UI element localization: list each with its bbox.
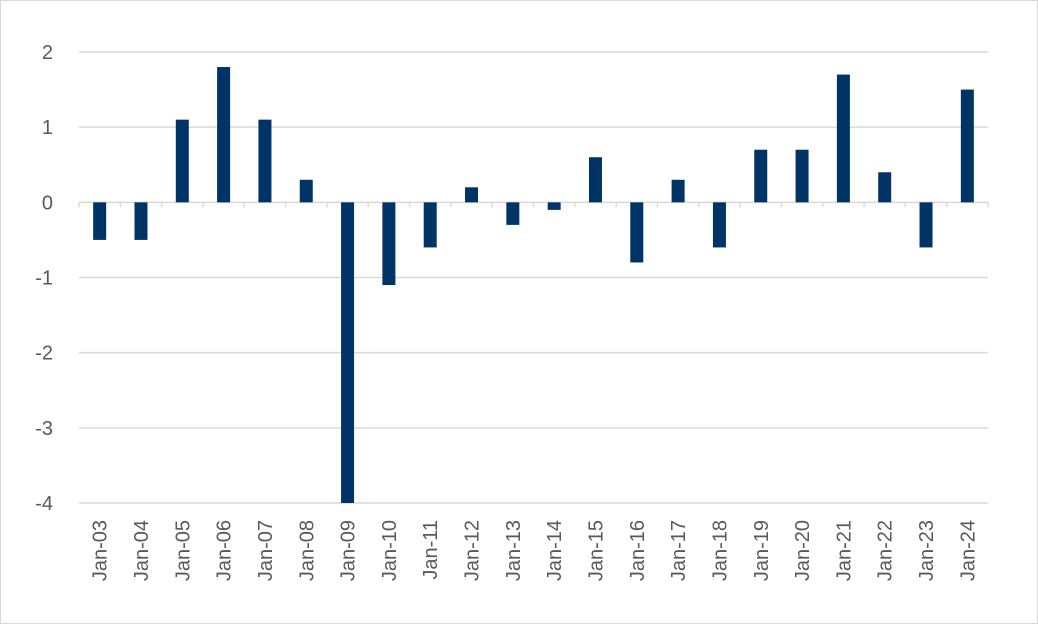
x-tick-label: Jan-11 xyxy=(420,520,442,580)
x-axis-ticks: Jan-03 Jan-04 Jan-05 Jan-06 Jan-07 Jan-08 Jan-… xyxy=(90,520,980,581)
x-tick-label: Jan-21 xyxy=(833,520,855,581)
bar-jan-04 xyxy=(134,202,148,240)
y-tick-label: 0 xyxy=(42,192,53,214)
x-tick-label: Jan-12 xyxy=(462,520,484,581)
y-tick-label: -2 xyxy=(35,343,53,365)
x-tick-label: Jan-13 xyxy=(503,520,525,581)
x-tick-label: Jan-07 xyxy=(255,520,277,581)
y-tick-label: 1 xyxy=(42,117,53,139)
x-tick-label: Jan-08 xyxy=(296,520,318,581)
gridlines xyxy=(78,51,989,504)
x-tick-label: Jan-14 xyxy=(544,520,566,581)
bar-jan-15 xyxy=(588,157,602,203)
y-tick-label: -1 xyxy=(35,268,53,290)
bar-jan-03 xyxy=(93,202,107,240)
bar-jan-22 xyxy=(878,172,892,203)
x-tick-label: Jan-09 xyxy=(338,520,360,581)
x-tick-label: Jan-17 xyxy=(668,520,690,581)
x-tick-label: Jan-10 xyxy=(379,520,401,581)
bar-jan-12 xyxy=(465,187,479,203)
bar-jan-07 xyxy=(258,119,272,203)
x-tick-label: Jan-16 xyxy=(627,520,649,581)
bar-jan-11 xyxy=(423,202,437,248)
x-tick-label: Jan-03 xyxy=(90,520,112,581)
x-tick-label: Jan-18 xyxy=(709,520,731,581)
x-tick-label: Jan-22 xyxy=(875,520,897,581)
bar-jan-06 xyxy=(217,67,231,203)
bar-jan-17 xyxy=(671,179,685,203)
bar-jan-14 xyxy=(547,202,561,210)
x-tick-label: Jan-20 xyxy=(792,520,814,581)
bar-jan-23 xyxy=(919,202,933,248)
bar-jan-09 xyxy=(341,202,355,504)
y-tick-label: -4 xyxy=(35,493,53,515)
bar-jan-05 xyxy=(175,119,189,203)
x-tick-label: Jan-04 xyxy=(131,520,153,581)
x-tick-label: Jan-06 xyxy=(214,520,236,581)
bar-jan-08 xyxy=(299,179,313,203)
x-tick-label: Jan-23 xyxy=(916,520,938,581)
bar-jan-13 xyxy=(506,202,520,225)
bar-jan-10 xyxy=(382,202,396,286)
bar-jan-19 xyxy=(754,149,768,203)
y-tick-label: 2 xyxy=(42,42,53,64)
bar-jan-21 xyxy=(836,74,850,203)
x-tick-label: Jan-05 xyxy=(172,520,194,581)
bar-jan-16 xyxy=(630,202,644,263)
bar-jan-20 xyxy=(795,149,809,203)
y-tick-label: -3 xyxy=(35,418,53,440)
x-tick-label: Jan-24 xyxy=(957,520,979,581)
x-tick-label: Jan-15 xyxy=(585,520,607,581)
bar-jan-24 xyxy=(960,89,974,203)
x-tick-label: Jan-19 xyxy=(751,520,773,581)
bars xyxy=(93,67,974,504)
y-axis-ticks: 2 1 0 -1 -2 -3 -4 xyxy=(35,42,53,515)
bar-jan-18 xyxy=(712,202,726,248)
